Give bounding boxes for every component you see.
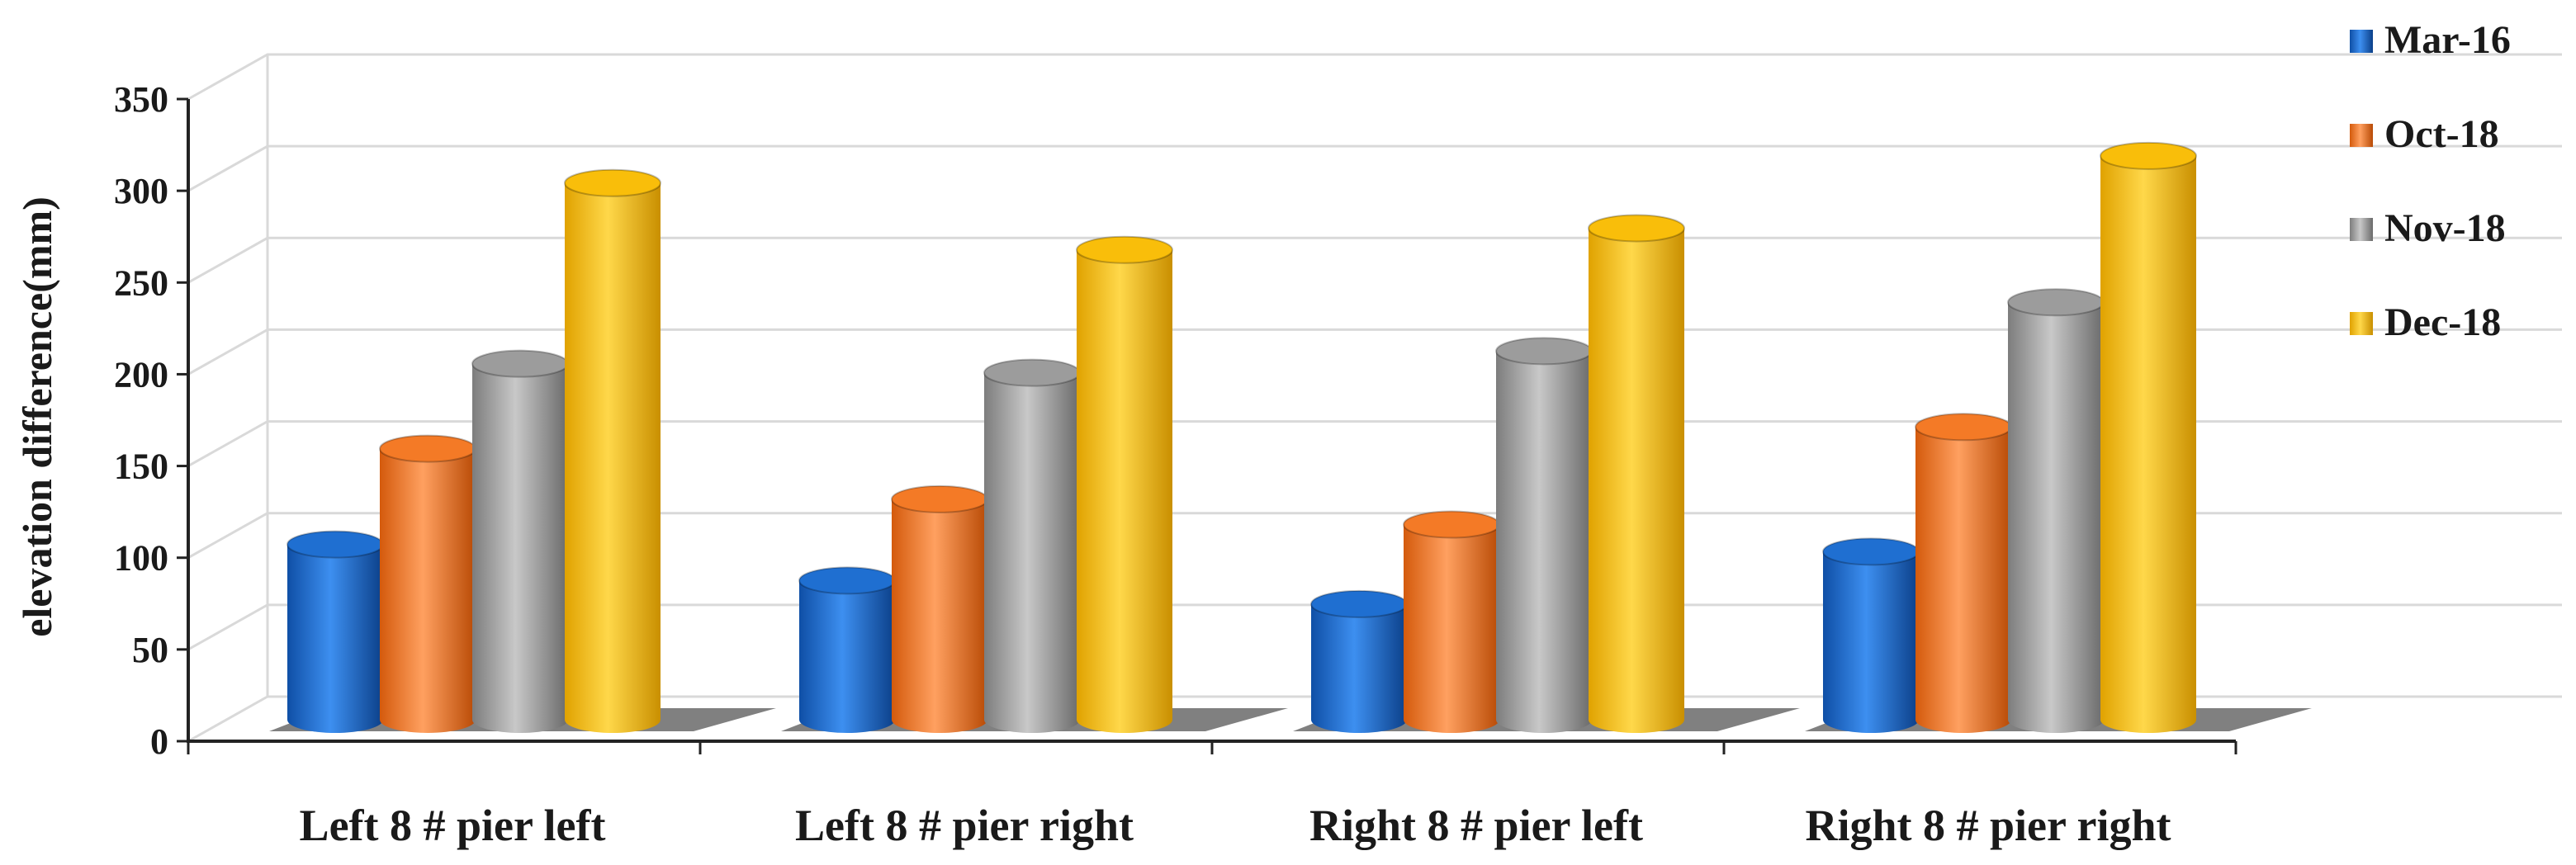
bar (1589, 228, 1684, 733)
category-label: Right 8 # pier right (1806, 801, 2171, 850)
legend-label: Mar-16 (2384, 18, 2511, 62)
bar-top (564, 168, 661, 197)
y-tick-label: 150 (114, 447, 168, 487)
gridline (187, 236, 2562, 284)
bar (287, 544, 383, 733)
y-tick-label: 50 (132, 630, 168, 670)
bar (1915, 427, 2011, 733)
bar-top (983, 358, 1081, 387)
bars (286, 141, 2197, 734)
y-tick-label: 200 (114, 354, 168, 395)
category-label: Left 8 # pier right (795, 801, 1134, 850)
category-label: Right 8 # pier left (1309, 801, 1643, 850)
y-tick-label: 250 (114, 262, 168, 303)
bar-top (1822, 537, 1920, 566)
gridlines (187, 53, 2562, 743)
bar-top (379, 434, 476, 463)
bar (984, 372, 1080, 733)
bar-top (1495, 337, 1593, 366)
bar-top (2100, 141, 2197, 170)
legend-label: Nov-18 (2384, 206, 2506, 250)
bar (1823, 551, 1919, 733)
bar-top (1588, 214, 1685, 243)
bar-top (471, 349, 569, 378)
legend-label: Oct-18 (2384, 112, 2499, 156)
bar (2008, 302, 2104, 734)
y-tick-label: 0 (150, 721, 168, 762)
bar (565, 182, 661, 734)
legend-swatch (2350, 124, 2373, 147)
bar-top (1915, 413, 2012, 442)
bar (1077, 249, 1172, 733)
bar-top (286, 530, 384, 559)
bar-top (1403, 510, 1500, 539)
bar-top (1310, 589, 1408, 618)
legend-swatch (2350, 218, 2373, 241)
bar-top (891, 484, 988, 513)
legend-swatch (2350, 312, 2373, 335)
legend: Mar-16 Oct-18 Nov-18 Dec-18 (2350, 18, 2511, 344)
bar (1311, 603, 1407, 733)
y-tick-label: 350 (114, 79, 168, 120)
bar-top (1076, 235, 1173, 264)
bar (892, 499, 987, 733)
bar-top (798, 566, 896, 595)
bar (1404, 524, 1499, 733)
bar (472, 363, 568, 733)
y-axis-label: elevation difference(mm) (14, 196, 60, 637)
legend-swatch (2350, 30, 2373, 53)
gridline (187, 53, 2562, 101)
y-tick-label: 100 (114, 538, 168, 579)
bar-top (2007, 288, 2105, 317)
axes (177, 97, 2237, 754)
bar (1496, 351, 1592, 733)
y-tick-label: 300 (114, 171, 168, 211)
bar (799, 580, 895, 733)
bar (2100, 155, 2196, 734)
y-tick-labels: 0 50 100 150 200 250 300 350 (114, 79, 168, 762)
legend-label: Dec-18 (2384, 300, 2501, 344)
category-labels: Left 8 # pier left Left 8 # pier right Rig… (300, 801, 2171, 850)
gridline (187, 144, 2562, 192)
bar (380, 448, 476, 733)
category-label: Left 8 # pier left (300, 801, 606, 850)
